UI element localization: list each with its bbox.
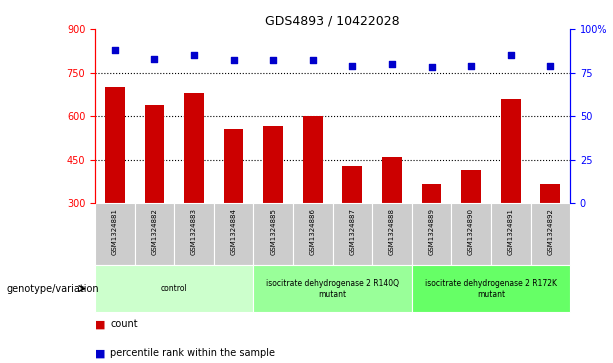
Bar	[214, 203, 253, 265]
Bar	[293, 203, 333, 265]
Text: GSM1324886: GSM1324886	[310, 208, 316, 255]
Bar	[541, 184, 560, 203]
Text: GSM1324884: GSM1324884	[230, 208, 237, 255]
Bar	[253, 203, 293, 265]
Text: percentile rank within the sample: percentile rank within the sample	[110, 348, 275, 359]
Bar	[412, 265, 570, 312]
Bar	[135, 203, 174, 265]
Point	[466, 63, 476, 69]
Point	[229, 57, 238, 63]
Bar	[95, 203, 135, 265]
Bar	[303, 116, 322, 203]
Text: GSM1324889: GSM1324889	[428, 208, 435, 255]
Bar	[263, 126, 283, 203]
Text: GSM1324887: GSM1324887	[349, 208, 356, 255]
Bar	[174, 203, 214, 265]
Text: count: count	[110, 319, 138, 330]
Bar	[530, 203, 570, 265]
Text: ■: ■	[95, 319, 105, 330]
Text: GSM1324891: GSM1324891	[508, 208, 514, 255]
Point	[110, 47, 120, 53]
Text: control: control	[161, 284, 188, 293]
Bar	[343, 166, 362, 203]
Text: GSM1324888: GSM1324888	[389, 208, 395, 255]
Point	[268, 57, 278, 63]
Point	[348, 63, 357, 69]
Text: genotype/variation: genotype/variation	[6, 284, 99, 294]
Bar	[184, 93, 204, 203]
Title: GDS4893 / 10422028: GDS4893 / 10422028	[265, 15, 400, 28]
Bar	[333, 203, 372, 265]
Bar	[382, 157, 402, 203]
Bar	[461, 170, 481, 203]
Text: isocitrate dehydrogenase 2 R140Q
mutant: isocitrate dehydrogenase 2 R140Q mutant	[266, 278, 399, 299]
Bar	[253, 265, 412, 312]
Text: GSM1324883: GSM1324883	[191, 208, 197, 255]
Text: GSM1324890: GSM1324890	[468, 208, 474, 255]
Bar	[491, 203, 530, 265]
Text: GSM1324885: GSM1324885	[270, 208, 276, 255]
Text: GSM1324881: GSM1324881	[112, 208, 118, 255]
Point	[506, 52, 516, 58]
Text: ■: ■	[95, 348, 105, 359]
Point	[150, 56, 159, 62]
Bar	[422, 184, 441, 203]
Bar	[412, 203, 451, 265]
Point	[546, 63, 555, 69]
Bar	[451, 203, 491, 265]
Point	[387, 61, 397, 67]
Bar	[224, 129, 243, 203]
Text: isocitrate dehydrogenase 2 R172K
mutant: isocitrate dehydrogenase 2 R172K mutant	[425, 278, 557, 299]
Bar	[145, 105, 164, 203]
Text: GSM1324882: GSM1324882	[151, 208, 158, 255]
Bar	[95, 265, 253, 312]
Text: GSM1324892: GSM1324892	[547, 208, 554, 255]
Point	[427, 65, 436, 70]
Bar	[105, 87, 124, 203]
Bar	[501, 99, 520, 203]
Point	[189, 52, 199, 58]
Point	[308, 57, 318, 63]
Bar	[372, 203, 412, 265]
